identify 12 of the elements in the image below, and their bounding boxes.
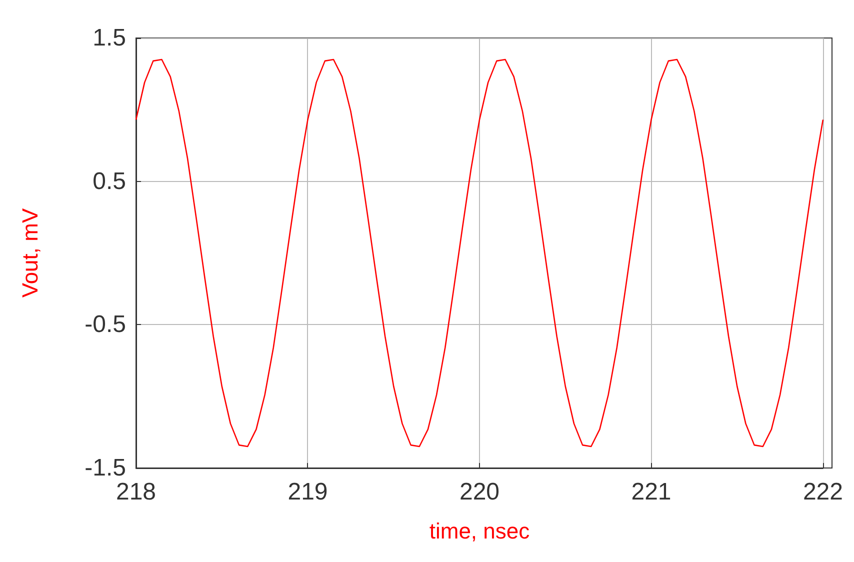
line-series xyxy=(135,58,824,448)
y-tick-label: -1.5 xyxy=(84,454,126,482)
x-axis-title: time, nsec xyxy=(429,518,530,544)
y-tick-label: -0.5 xyxy=(84,311,126,338)
x-tick-label: 221 xyxy=(631,478,672,506)
x-tick-label: 222 xyxy=(802,478,843,506)
y-axis-title: Vout, mV xyxy=(18,208,42,298)
y-tick-label: 1.5 xyxy=(92,24,126,52)
x-tick-label: 219 xyxy=(288,478,328,506)
y-tick-label: 0.5 xyxy=(92,168,126,195)
x-tick-label: 220 xyxy=(459,478,500,506)
x-tick-label: 218 xyxy=(116,478,156,506)
